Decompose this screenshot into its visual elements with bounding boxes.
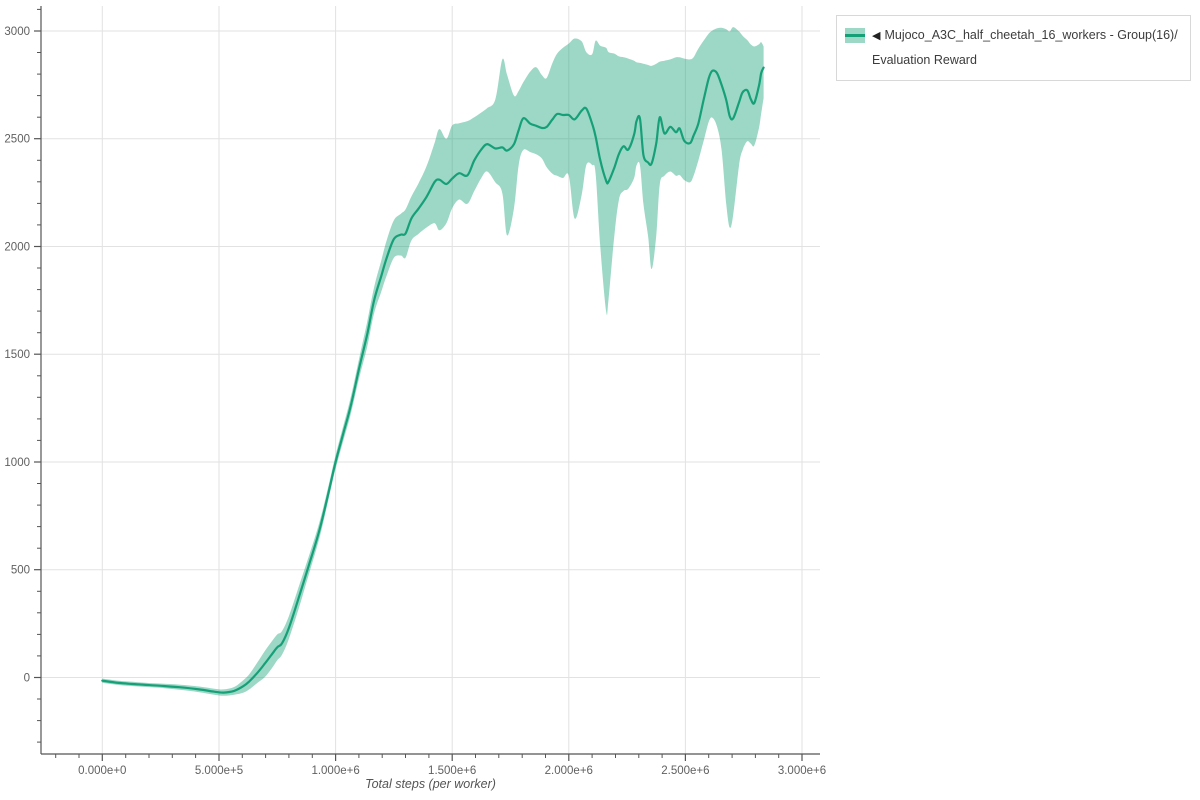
y-tick-label: 500 [11, 565, 30, 577]
legend-swatch-icon [845, 28, 865, 43]
y-tick-label: 2500 [4, 134, 30, 146]
legend-collapse-icon[interactable]: ◀ [872, 30, 881, 42]
x-tick-label: 2.500e+6 [661, 765, 709, 777]
legend-series-label: Mujoco_A3C_half_cheetah_16_workers - Gro… [872, 28, 1178, 67]
legend-entry[interactable]: ◀ Mujoco_A3C_half_cheetah_16_workers - Gr… [872, 24, 1178, 72]
y-tick-label: 3000 [4, 26, 30, 38]
y-tick-label: 1000 [4, 457, 30, 469]
x-tick-label: 3.000e+6 [778, 765, 826, 777]
x-tick-label: 2.000e+6 [545, 765, 593, 777]
x-tick-label: 0.000e+0 [78, 765, 126, 777]
x-axis-title: Total steps (per worker) [365, 777, 496, 791]
x-tick-label: 5.000e+5 [195, 765, 243, 777]
confidence-band [102, 27, 764, 696]
x-tick-label: 1.000e+6 [311, 765, 359, 777]
y-tick-label: 2000 [4, 242, 30, 254]
y-tick-label: 0 [24, 673, 30, 685]
legend-swatch-line [845, 34, 865, 37]
mean-line [101, 66, 765, 694]
y-tick-label: 1500 [4, 349, 30, 361]
legend: ◀ Mujoco_A3C_half_cheetah_16_workers - Gr… [836, 15, 1191, 81]
x-tick-label: 1.500e+6 [428, 765, 476, 777]
